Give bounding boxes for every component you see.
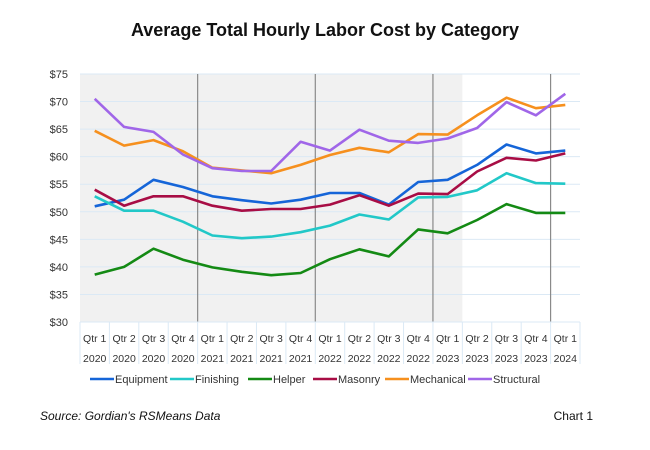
y-tick-label: $35 bbox=[50, 289, 68, 301]
x-tick-quarter: Qtr 2 bbox=[465, 333, 488, 345]
x-tick-quarter: Qtr 4 bbox=[171, 333, 194, 345]
y-tick-label: $65 bbox=[50, 124, 68, 136]
legend-label: Structural bbox=[493, 374, 540, 386]
x-tick-year: 2021 bbox=[289, 353, 313, 365]
x-tick-quarter: Qtr 3 bbox=[260, 333, 283, 345]
x-tick-year: 2022 bbox=[407, 353, 431, 365]
x-tick-quarter: Qtr 3 bbox=[377, 333, 400, 345]
y-tick-label: $40 bbox=[50, 262, 68, 274]
legend-item-mechanical: Mechanical bbox=[385, 374, 466, 386]
x-tick-quarter: Qtr 3 bbox=[495, 333, 518, 345]
x-tick-year: 2021 bbox=[230, 353, 254, 365]
x-tick-year: 2020 bbox=[83, 353, 107, 365]
y-tick-label: $75 bbox=[50, 69, 68, 81]
series-line-equipment bbox=[94, 143, 566, 208]
chart-title: Average Total Hourly Labor Cost by Categ… bbox=[130, 20, 520, 40]
y-tick-label: $50 bbox=[50, 207, 68, 219]
series-line-finishing bbox=[94, 171, 566, 240]
x-tick-year: 2024 bbox=[554, 353, 578, 365]
x-tick-year: 2022 bbox=[348, 353, 372, 365]
x-tick-quarter: Qtr 1 bbox=[318, 333, 341, 345]
x-tick-quarter: Qtr 2 bbox=[230, 333, 253, 345]
legend-label: Mechanical bbox=[410, 374, 466, 386]
x-tick-quarter: Qtr 4 bbox=[289, 333, 312, 345]
x-tick-year: 2020 bbox=[171, 353, 195, 365]
x-tick-year: 2021 bbox=[259, 353, 283, 365]
legend-item-finishing: Finishing bbox=[170, 374, 239, 386]
x-tick-year: 2023 bbox=[524, 353, 548, 365]
y-tick-label: $55 bbox=[50, 179, 68, 191]
series-line-helper bbox=[94, 202, 566, 277]
x-tick-quarter: Qtr 1 bbox=[436, 333, 459, 345]
x-tick-year: 2023 bbox=[465, 353, 489, 365]
x-tick-quarter: Qtr 2 bbox=[112, 333, 135, 345]
x-tick-quarter: Qtr 1 bbox=[83, 333, 106, 345]
legend-label: Masonry bbox=[338, 374, 381, 386]
legend-item-structural: Structural bbox=[468, 374, 540, 386]
legend-item-helper: Helper bbox=[248, 374, 306, 386]
x-tick-quarter: Qtr 2 bbox=[348, 333, 371, 345]
source-note: Source: Gordian's RSMeans Data bbox=[40, 409, 221, 423]
series-line-structural bbox=[93, 92, 567, 173]
x-tick-year: 2020 bbox=[112, 353, 136, 365]
x-tick-year: 2022 bbox=[318, 353, 342, 365]
legend-item-equipment: Equipment bbox=[90, 374, 168, 386]
x-tick-year: 2023 bbox=[436, 353, 460, 365]
x-tick-year: 2023 bbox=[495, 353, 519, 365]
x-tick-quarter: Qtr 3 bbox=[142, 333, 165, 345]
chart-number: Chart 1 bbox=[553, 409, 593, 423]
y-tick-label: $30 bbox=[50, 317, 68, 329]
x-tick-year: 2022 bbox=[377, 353, 401, 365]
series-line-masonry bbox=[94, 152, 566, 212]
y-tick-label: $45 bbox=[50, 234, 68, 246]
legend-label: Equipment bbox=[115, 374, 168, 386]
x-tick-year: 2020 bbox=[142, 353, 166, 365]
legend-label: Helper bbox=[273, 374, 306, 386]
legend-label: Finishing bbox=[195, 374, 239, 386]
y-tick-label: $70 bbox=[50, 97, 68, 109]
legend-item-masonry: Masonry bbox=[313, 374, 381, 386]
x-tick-year: 2021 bbox=[201, 353, 225, 365]
x-tick-quarter: Qtr 1 bbox=[554, 333, 577, 345]
x-tick-quarter: Qtr 1 bbox=[201, 333, 224, 345]
x-tick-quarter: Qtr 4 bbox=[407, 333, 430, 345]
x-tick-quarter: Qtr 4 bbox=[524, 333, 547, 345]
y-tick-label: $60 bbox=[50, 152, 68, 164]
